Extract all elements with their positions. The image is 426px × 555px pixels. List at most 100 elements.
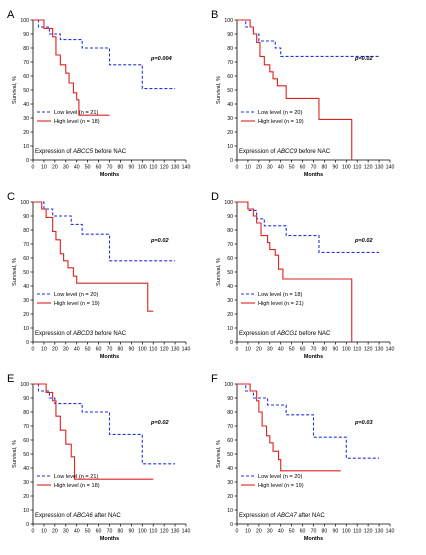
y-tick-label: 70	[23, 242, 29, 248]
x-tick-label: 110	[353, 165, 361, 171]
p-value-label: p=0.02	[150, 420, 169, 426]
x-tick-label: 80	[322, 529, 328, 535]
y-tick-label: 0	[230, 522, 233, 528]
panel-caption: Expression of ABCA6 after NAC	[35, 513, 121, 519]
y-tick-label: 50	[23, 452, 29, 458]
x-tick-label: 70	[311, 529, 317, 535]
x-tick-label: 20	[256, 529, 262, 535]
x-tick-label: 90	[332, 529, 338, 535]
x-tick-label: 130	[171, 165, 180, 171]
p-value-label: p=0.004	[150, 56, 173, 62]
x-tick-label: 30	[63, 165, 69, 171]
y-tick-label: 90	[23, 32, 29, 38]
x-tick-label: 130	[375, 347, 384, 353]
x-tick-label: 140	[182, 347, 191, 353]
legend-entry: High level (n = 19)	[258, 119, 304, 125]
low-level-survival-curve	[33, 383, 176, 465]
x-tick-label: 120	[364, 347, 373, 353]
x-tick-label: 10	[41, 529, 47, 535]
x-tick-label: 40	[74, 165, 80, 171]
y-tick-label: 70	[227, 242, 233, 248]
x-tick-label: 100	[138, 529, 147, 535]
x-tick-label: 80	[118, 529, 124, 535]
y-tick-label: 30	[227, 116, 233, 122]
legend-entry: High level (n = 18)	[54, 483, 100, 489]
y-tick-label: 60	[227, 74, 233, 80]
panel-label: C	[7, 191, 15, 203]
x-tick-label: 140	[182, 529, 191, 535]
x-tick-label: 70	[311, 347, 317, 353]
y-tick-label: 40	[23, 102, 29, 108]
y-tick-label: 20	[23, 494, 29, 500]
x-tick-label: 10	[245, 165, 251, 171]
panel-caption: Expression of ABCD3 before NAC	[35, 331, 127, 337]
y-tick-label: 40	[227, 284, 233, 290]
y-tick-label: 80	[227, 228, 233, 234]
x-tick-label: 80	[322, 347, 328, 353]
legend-entry: High level (n = 18)	[54, 119, 100, 125]
low-level-survival-curve	[33, 19, 176, 90]
y-tick-label: 30	[23, 480, 29, 486]
y-tick-label: 50	[227, 88, 233, 94]
y-tick-label: 0	[230, 340, 233, 346]
x-axis-label: Months	[100, 172, 119, 178]
x-tick-label: 20	[256, 347, 262, 353]
x-tick-label: 90	[332, 347, 338, 353]
x-tick-label: 110	[149, 529, 157, 535]
x-tick-label: 100	[342, 165, 351, 171]
panel-label: B	[211, 9, 218, 21]
y-tick-label: 90	[23, 214, 29, 220]
panel-label: F	[211, 373, 218, 385]
low-level-survival-curve	[237, 383, 380, 459]
y-tick-label: 30	[23, 298, 29, 304]
y-tick-label: 100	[224, 382, 233, 388]
x-tick-label: 40	[74, 529, 80, 535]
x-tick-label: 120	[160, 165, 169, 171]
x-tick-label: 50	[85, 165, 91, 171]
x-tick-label: 40	[278, 165, 284, 171]
x-tick-label: 10	[41, 165, 47, 171]
y-tick-label: 80	[227, 410, 233, 416]
y-tick-label: 60	[23, 74, 29, 80]
x-tick-label: 140	[386, 165, 395, 171]
x-tick-label: 70	[107, 529, 113, 535]
y-tick-label: 60	[227, 438, 233, 444]
x-tick-label: 50	[85, 529, 91, 535]
y-tick-label: 100	[20, 18, 29, 24]
legend-entry: High level (n = 21)	[258, 301, 304, 307]
x-axis-label: Months	[304, 354, 323, 360]
x-tick-label: 0	[236, 529, 239, 535]
legend-entry: High level (n = 19)	[258, 483, 304, 489]
y-tick-label: 60	[23, 256, 29, 262]
x-tick-label: 80	[118, 165, 124, 171]
x-axis-label: Months	[100, 536, 119, 542]
x-tick-label: 110	[353, 529, 361, 535]
y-tick-label: 10	[23, 508, 29, 514]
y-axis-label: Survival, %	[12, 440, 18, 468]
y-tick-label: 100	[20, 200, 29, 206]
y-tick-label: 0	[26, 340, 29, 346]
x-tick-label: 90	[128, 347, 134, 353]
legend-entry: Low level (n = 20)	[258, 110, 302, 116]
x-tick-label: 140	[386, 529, 395, 535]
x-tick-label: 0	[236, 165, 239, 171]
y-tick-label: 40	[23, 284, 29, 290]
x-tick-label: 0	[32, 347, 35, 353]
x-tick-label: 100	[342, 347, 351, 353]
panel-a: A 0 10 20 30 40 50 60 70 80 90 100 0 10 20 30 40 50 60 70 80…	[7, 9, 190, 178]
y-tick-label: 80	[23, 46, 29, 52]
x-tick-label: 20	[52, 529, 58, 535]
x-tick-label: 130	[171, 529, 180, 535]
y-tick-label: 90	[227, 214, 233, 220]
legend-entry: Low level (n = 20)	[258, 474, 302, 480]
x-tick-label: 130	[375, 165, 384, 171]
y-tick-label: 10	[23, 326, 29, 332]
y-tick-label: 70	[23, 60, 29, 66]
x-tick-label: 30	[63, 347, 69, 353]
y-tick-label: 60	[23, 438, 29, 444]
y-tick-label: 50	[23, 88, 29, 94]
y-tick-label: 20	[23, 312, 29, 318]
y-tick-label: 30	[23, 116, 29, 122]
y-tick-label: 60	[227, 256, 233, 262]
